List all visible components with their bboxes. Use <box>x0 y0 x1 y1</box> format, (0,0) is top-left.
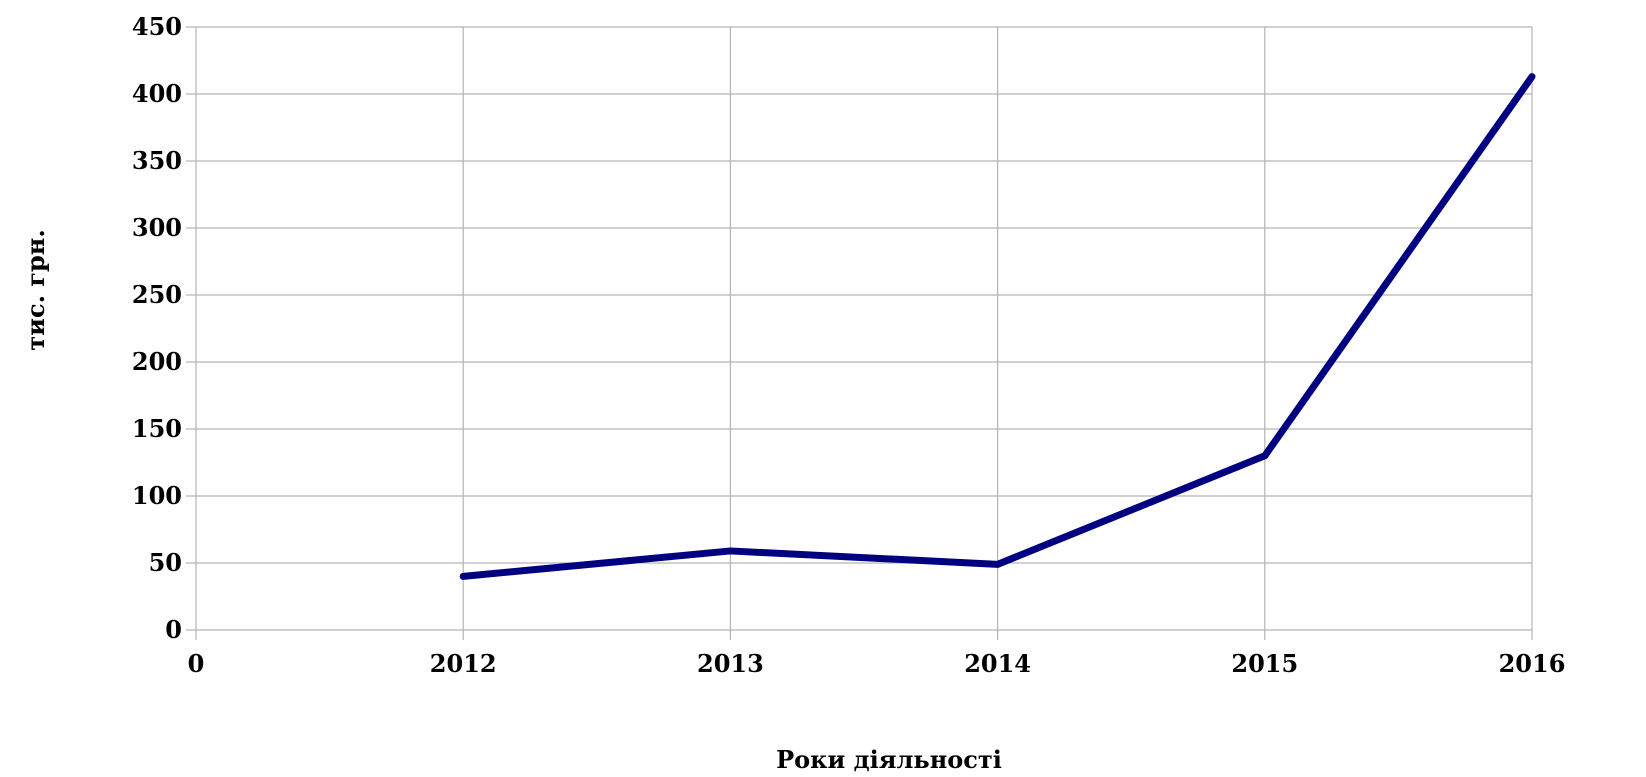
y-tick-label: 50 <box>149 548 182 577</box>
y-tick-label: 200 <box>132 347 182 376</box>
grid-lines <box>196 26 1533 630</box>
tick-labels: 0 50 100 150 200 250 300 350 400 450 0 2012 2013 2014… <box>132 12 1566 678</box>
x-tick-label: 2015 <box>1231 649 1298 678</box>
y-tick-label: 150 <box>132 414 182 443</box>
series-layer <box>459 73 1536 580</box>
x-tick-label: 2013 <box>697 649 764 678</box>
y-tick-label: 350 <box>132 146 182 175</box>
y-tick-label: 100 <box>132 481 182 510</box>
x-axis-title: Роки діяльності <box>776 745 1002 774</box>
series-line <box>459 73 1536 580</box>
y-tick-label: 400 <box>132 79 182 108</box>
x-tick-label: 0 <box>188 649 205 678</box>
y-tick-label: 250 <box>132 280 182 309</box>
y-tick-label: 300 <box>132 213 182 242</box>
x-tick-label: 2012 <box>430 649 497 678</box>
y-axis-title: тис. грн. <box>21 229 50 350</box>
y-tick-label: 0 <box>165 615 182 644</box>
axes <box>186 26 1533 640</box>
x-tick-label: 2014 <box>964 649 1031 678</box>
x-tick-label: 2016 <box>1499 649 1566 678</box>
y-tick-label: 450 <box>132 12 182 41</box>
